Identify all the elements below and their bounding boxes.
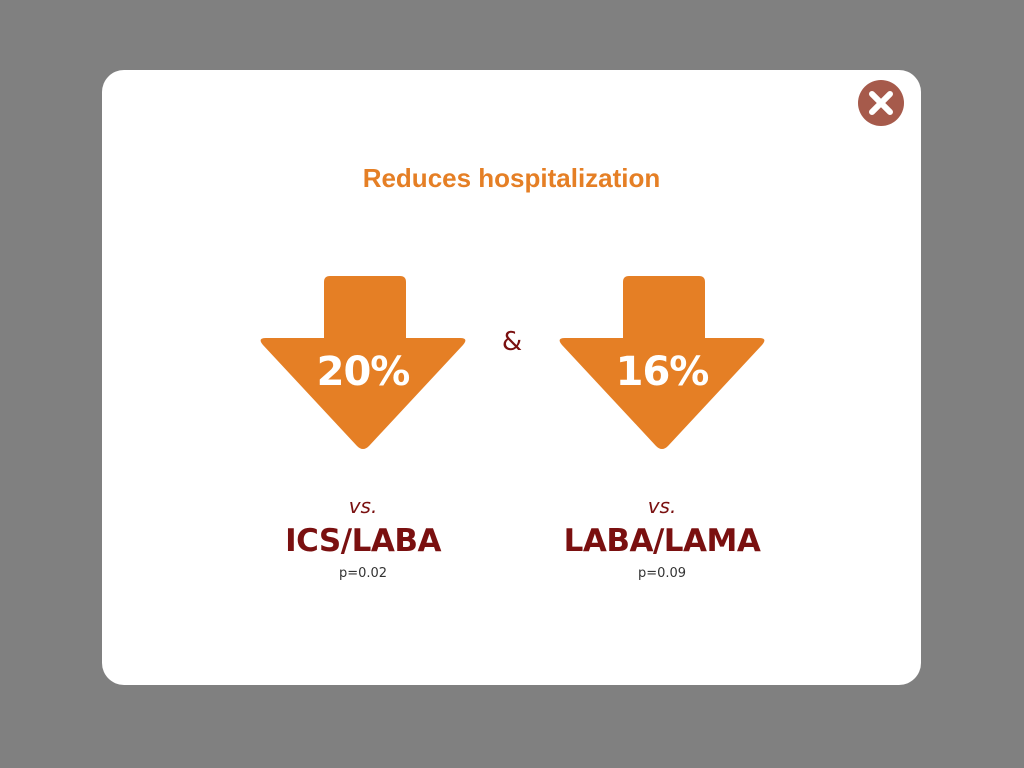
p-value: p=0.09: [637, 566, 687, 581]
close-button[interactable]: [858, 80, 904, 126]
reduction-arrow-left: 20%: [257, 276, 469, 452]
vs-label: vs.: [348, 494, 378, 518]
p-value: p=0.02: [338, 566, 388, 581]
reduction-value-right: 16%: [615, 349, 710, 395]
reduction-arrow-right: 16%: [556, 276, 768, 452]
comparison-right: vs. LABA/LAMA p=0.09: [532, 493, 792, 583]
comparator-name: LABA/LAMA: [563, 523, 761, 559]
vs-label: vs.: [647, 494, 677, 518]
dialog-title: Reduces hospitalization: [362, 163, 661, 193]
modal-dialog: Reduces hospitalization 20% & 16% vs. IC…: [102, 70, 921, 685]
comparison-left: vs. ICS/LABA p=0.02: [233, 493, 493, 583]
reduction-value-left: 20%: [316, 349, 411, 395]
down-arrow-icon: [260, 276, 466, 449]
down-arrow-icon: [559, 276, 765, 449]
close-icon: [858, 80, 904, 126]
ampersand-separator: &: [501, 327, 523, 357]
comparator-name: ICS/LABA: [285, 523, 441, 559]
